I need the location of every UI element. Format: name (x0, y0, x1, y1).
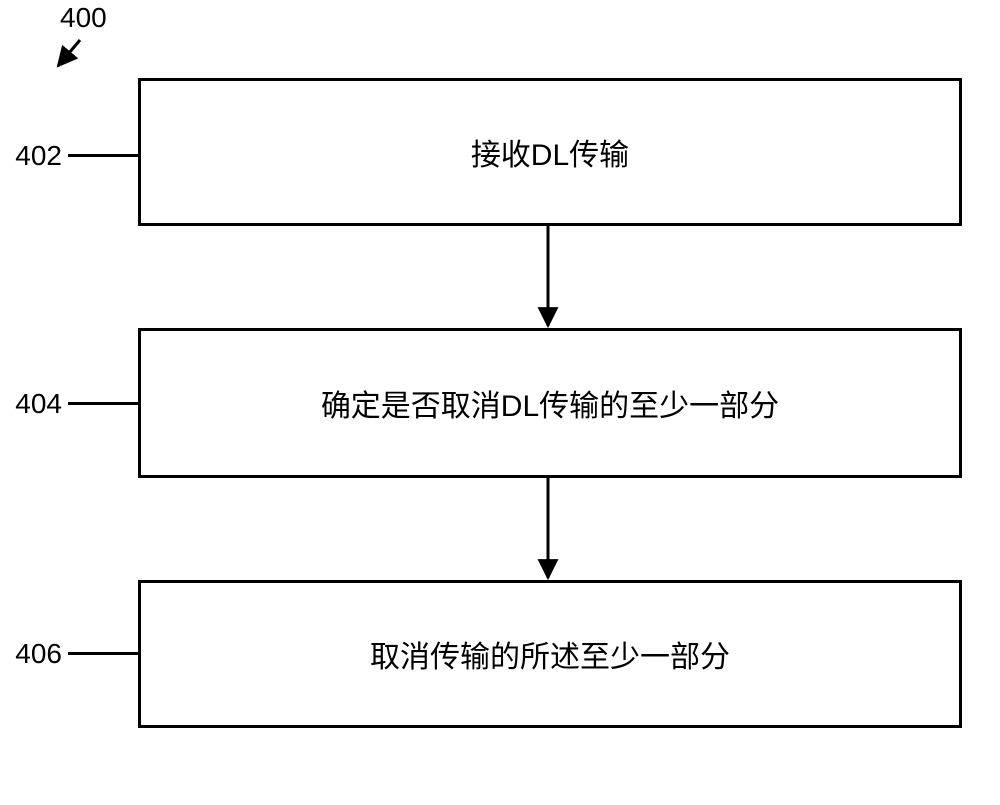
step-tick-404 (68, 402, 138, 405)
figure-ref-400: 400 (60, 2, 107, 34)
step-box-404: 确定是否取消DL传输的至少一部分 (138, 328, 962, 478)
step-tick-402 (68, 154, 138, 157)
figure-ref-arrow (58, 40, 80, 66)
step-ref-404: 404 (12, 388, 62, 420)
step-label-406: 取消传输的所述至少一部分 (370, 632, 730, 676)
flowchart-canvas: 400 402 接收DL传输 404 确定是否取消DL传输的至少一部分 406 … (0, 0, 1000, 805)
step-ref-402: 402 (12, 140, 62, 172)
step-box-402: 接收DL传输 (138, 78, 962, 226)
step-label-404: 确定是否取消DL传输的至少一部分 (321, 381, 779, 425)
step-tick-406 (68, 652, 138, 655)
step-label-402: 接收DL传输 (471, 130, 629, 174)
step-ref-406: 406 (12, 638, 62, 670)
step-box-406: 取消传输的所述至少一部分 (138, 580, 962, 728)
